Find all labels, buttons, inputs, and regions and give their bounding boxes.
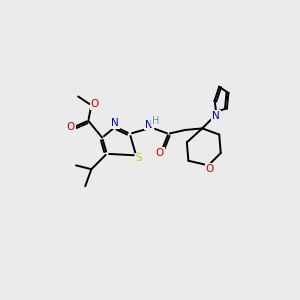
Text: O: O [156, 148, 164, 158]
Text: N: N [212, 111, 220, 121]
Text: H: H [152, 116, 159, 127]
Text: O: O [67, 122, 75, 132]
Text: N: N [145, 119, 153, 130]
Text: S: S [136, 153, 142, 164]
Text: O: O [90, 99, 99, 109]
Text: N: N [111, 118, 119, 128]
Text: O: O [206, 164, 214, 174]
